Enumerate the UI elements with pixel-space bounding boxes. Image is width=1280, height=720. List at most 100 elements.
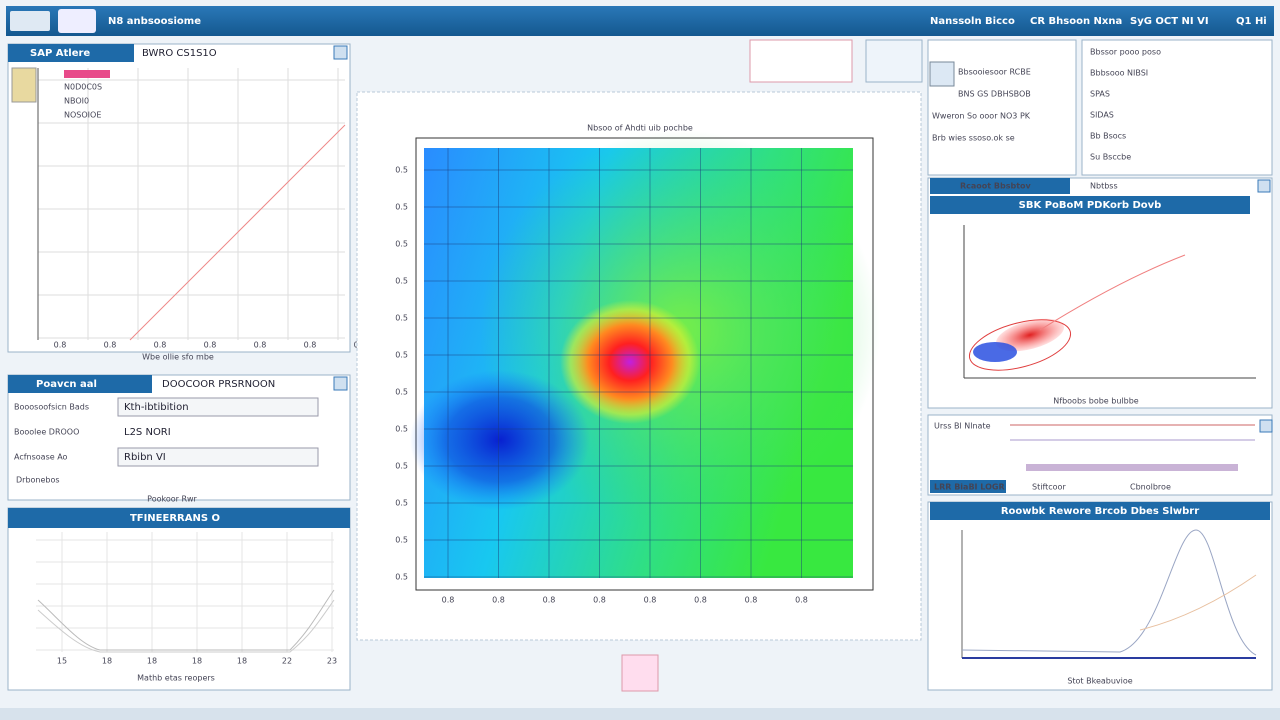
y-tick-label: 0.5 [395, 536, 408, 545]
y-tick-label: 0.5 [395, 277, 408, 286]
list-item[interactable]: SlDAS [1090, 111, 1114, 120]
y-tick-label: 0.5 [395, 499, 408, 508]
x-tick-label: 0.8 [795, 596, 808, 605]
x-tick-label: 18 [237, 657, 247, 666]
x-tick-label: 18 [102, 657, 112, 666]
plot-curve [961, 529, 1257, 656]
plot-curve [37, 589, 335, 651]
panel-heading: DOOCOOR PRSRNOON [162, 379, 275, 390]
y-tick-label: 0.5 [395, 388, 408, 397]
scatter-contour [968, 319, 1072, 371]
heatmap-hotspot [560, 300, 700, 424]
tab-label: Poavcn aal [36, 379, 97, 390]
legend-swatch [64, 70, 110, 78]
panel-title: Roowbk Rewore Brcob Dbes Slwbrr [1001, 506, 1199, 517]
list-item[interactable]: SPAS [1090, 90, 1110, 99]
heatmap-title: Nbsoo of Ahdti uib pochbe [587, 124, 693, 133]
panel [7, 507, 351, 691]
x-tick-label: 0.8 [745, 596, 758, 605]
field-label: Booosoofsicn Bads [14, 403, 89, 412]
icon [929, 61, 955, 87]
y-tick-label: 0.5 [395, 425, 408, 434]
panel-heading: BWRO CS1S1O [142, 48, 217, 59]
x-tick-label: 18 [192, 657, 202, 666]
panel-header [8, 508, 350, 528]
panel-label: Urss Bl Nlnate [934, 422, 991, 431]
y-tick-label: 0.5 [395, 462, 408, 471]
plot-curve [1139, 574, 1257, 631]
toolbar-button[interactable] [865, 39, 923, 83]
legend-label: NBOI0 [64, 97, 89, 106]
list-item[interactable]: Bbssor pooo poso [1090, 48, 1161, 57]
x-tick-label: 0.8 [254, 341, 267, 350]
x-tick-label: 0.8 [694, 596, 707, 605]
panel-title: TFINEERRANS O [130, 513, 220, 524]
plot-line [129, 124, 346, 341]
y-tick-label: 0.5 [395, 314, 408, 323]
x-tick-label: 18 [147, 657, 157, 666]
tab[interactable] [930, 178, 1070, 194]
plot-curve [37, 599, 335, 653]
panel-button[interactable] [333, 45, 348, 60]
input-field[interactable] [117, 447, 319, 467]
tab-label[interactable]: Stiftcoor [1032, 483, 1066, 492]
list-item[interactable]: Bbsooiesoor RCBE [958, 68, 1031, 77]
toolbar-button[interactable] [621, 654, 659, 692]
panel-button[interactable] [1257, 179, 1271, 193]
tab-label: SAP Atlere [30, 48, 90, 59]
app-title: N8 anbsoosiome [108, 16, 201, 27]
input-field[interactable] [117, 397, 319, 417]
form-footer: Pookoor Rwr [147, 495, 197, 504]
x-tick-label: 0.8 [54, 341, 67, 350]
field-value: L2S NORI [124, 427, 171, 438]
list-item[interactable]: Brb wies ssoso.ok se [932, 134, 1015, 143]
tab[interactable] [8, 375, 152, 393]
scatter-cluster [995, 318, 1065, 352]
list-item[interactable]: Wweron So ooor NO3 PK [932, 112, 1031, 121]
menu-item[interactable]: Q1 Hi [1236, 16, 1267, 27]
scatter-trail [1039, 254, 1186, 331]
tab-label[interactable]: LRR BiaBI LOGR [934, 483, 1005, 492]
scatter-cluster [973, 342, 1017, 362]
list-item[interactable]: Bb Bsocs [1090, 132, 1126, 141]
panel [7, 374, 351, 501]
list-item[interactable]: Su Bsccbe [1090, 153, 1131, 162]
menu-button[interactable] [10, 11, 50, 31]
x-tick-label: 22 [282, 657, 292, 666]
tab-label[interactable]: Rcaoot Bbsbtov [960, 182, 1032, 191]
heatmap-region [410, 370, 590, 510]
field-value: Kth-ibtibition [124, 402, 189, 413]
x-tick-label: 0.8 [492, 596, 505, 605]
list-item[interactable]: Bbbsooo NIBSI [1090, 69, 1148, 78]
status-bar [0, 708, 1280, 720]
menu-item[interactable]: Nanssoln Bicco [930, 16, 1015, 27]
x-tick-label: 15 [57, 657, 67, 666]
menu-item[interactable]: CR Bhsoon Nxna [1030, 16, 1122, 27]
x-tick-label: 0.8 [442, 596, 455, 605]
legend-label: N0D0C0S [64, 83, 102, 92]
tab[interactable] [930, 480, 1006, 493]
x-tick-label: 0.8 [154, 341, 167, 350]
field-value: Rbibn VI [124, 452, 166, 463]
thumbnail [11, 67, 37, 103]
x-tick-label: 0.8 [304, 341, 317, 350]
panel-button[interactable] [333, 376, 348, 391]
panel-button[interactable] [1259, 419, 1273, 433]
panel-title: SBK PoBoM PDKorb Dovb [1019, 200, 1162, 211]
track-bar [1026, 464, 1238, 471]
panel [927, 501, 1273, 691]
tab[interactable] [8, 44, 134, 62]
x-axis-label: Mathb etas reopers [137, 674, 215, 683]
x-tick-label: 23 [327, 657, 337, 666]
y-tick-label: 0.5 [395, 240, 408, 249]
toolbar-button[interactable] [749, 39, 853, 83]
legend-label: NOSOIOE [64, 111, 101, 120]
tab-label[interactable]: Nbtbss [1090, 182, 1118, 191]
list-item[interactable]: BNS GS DBHSBOB [958, 90, 1031, 99]
panel-header [930, 502, 1270, 520]
y-tick-label: 0.5 [395, 203, 408, 212]
menu-item[interactable]: SyG OCT NI VI [1130, 16, 1209, 27]
tab-label[interactable]: Cbnolbroe [1130, 483, 1171, 492]
app-icon [58, 9, 96, 33]
